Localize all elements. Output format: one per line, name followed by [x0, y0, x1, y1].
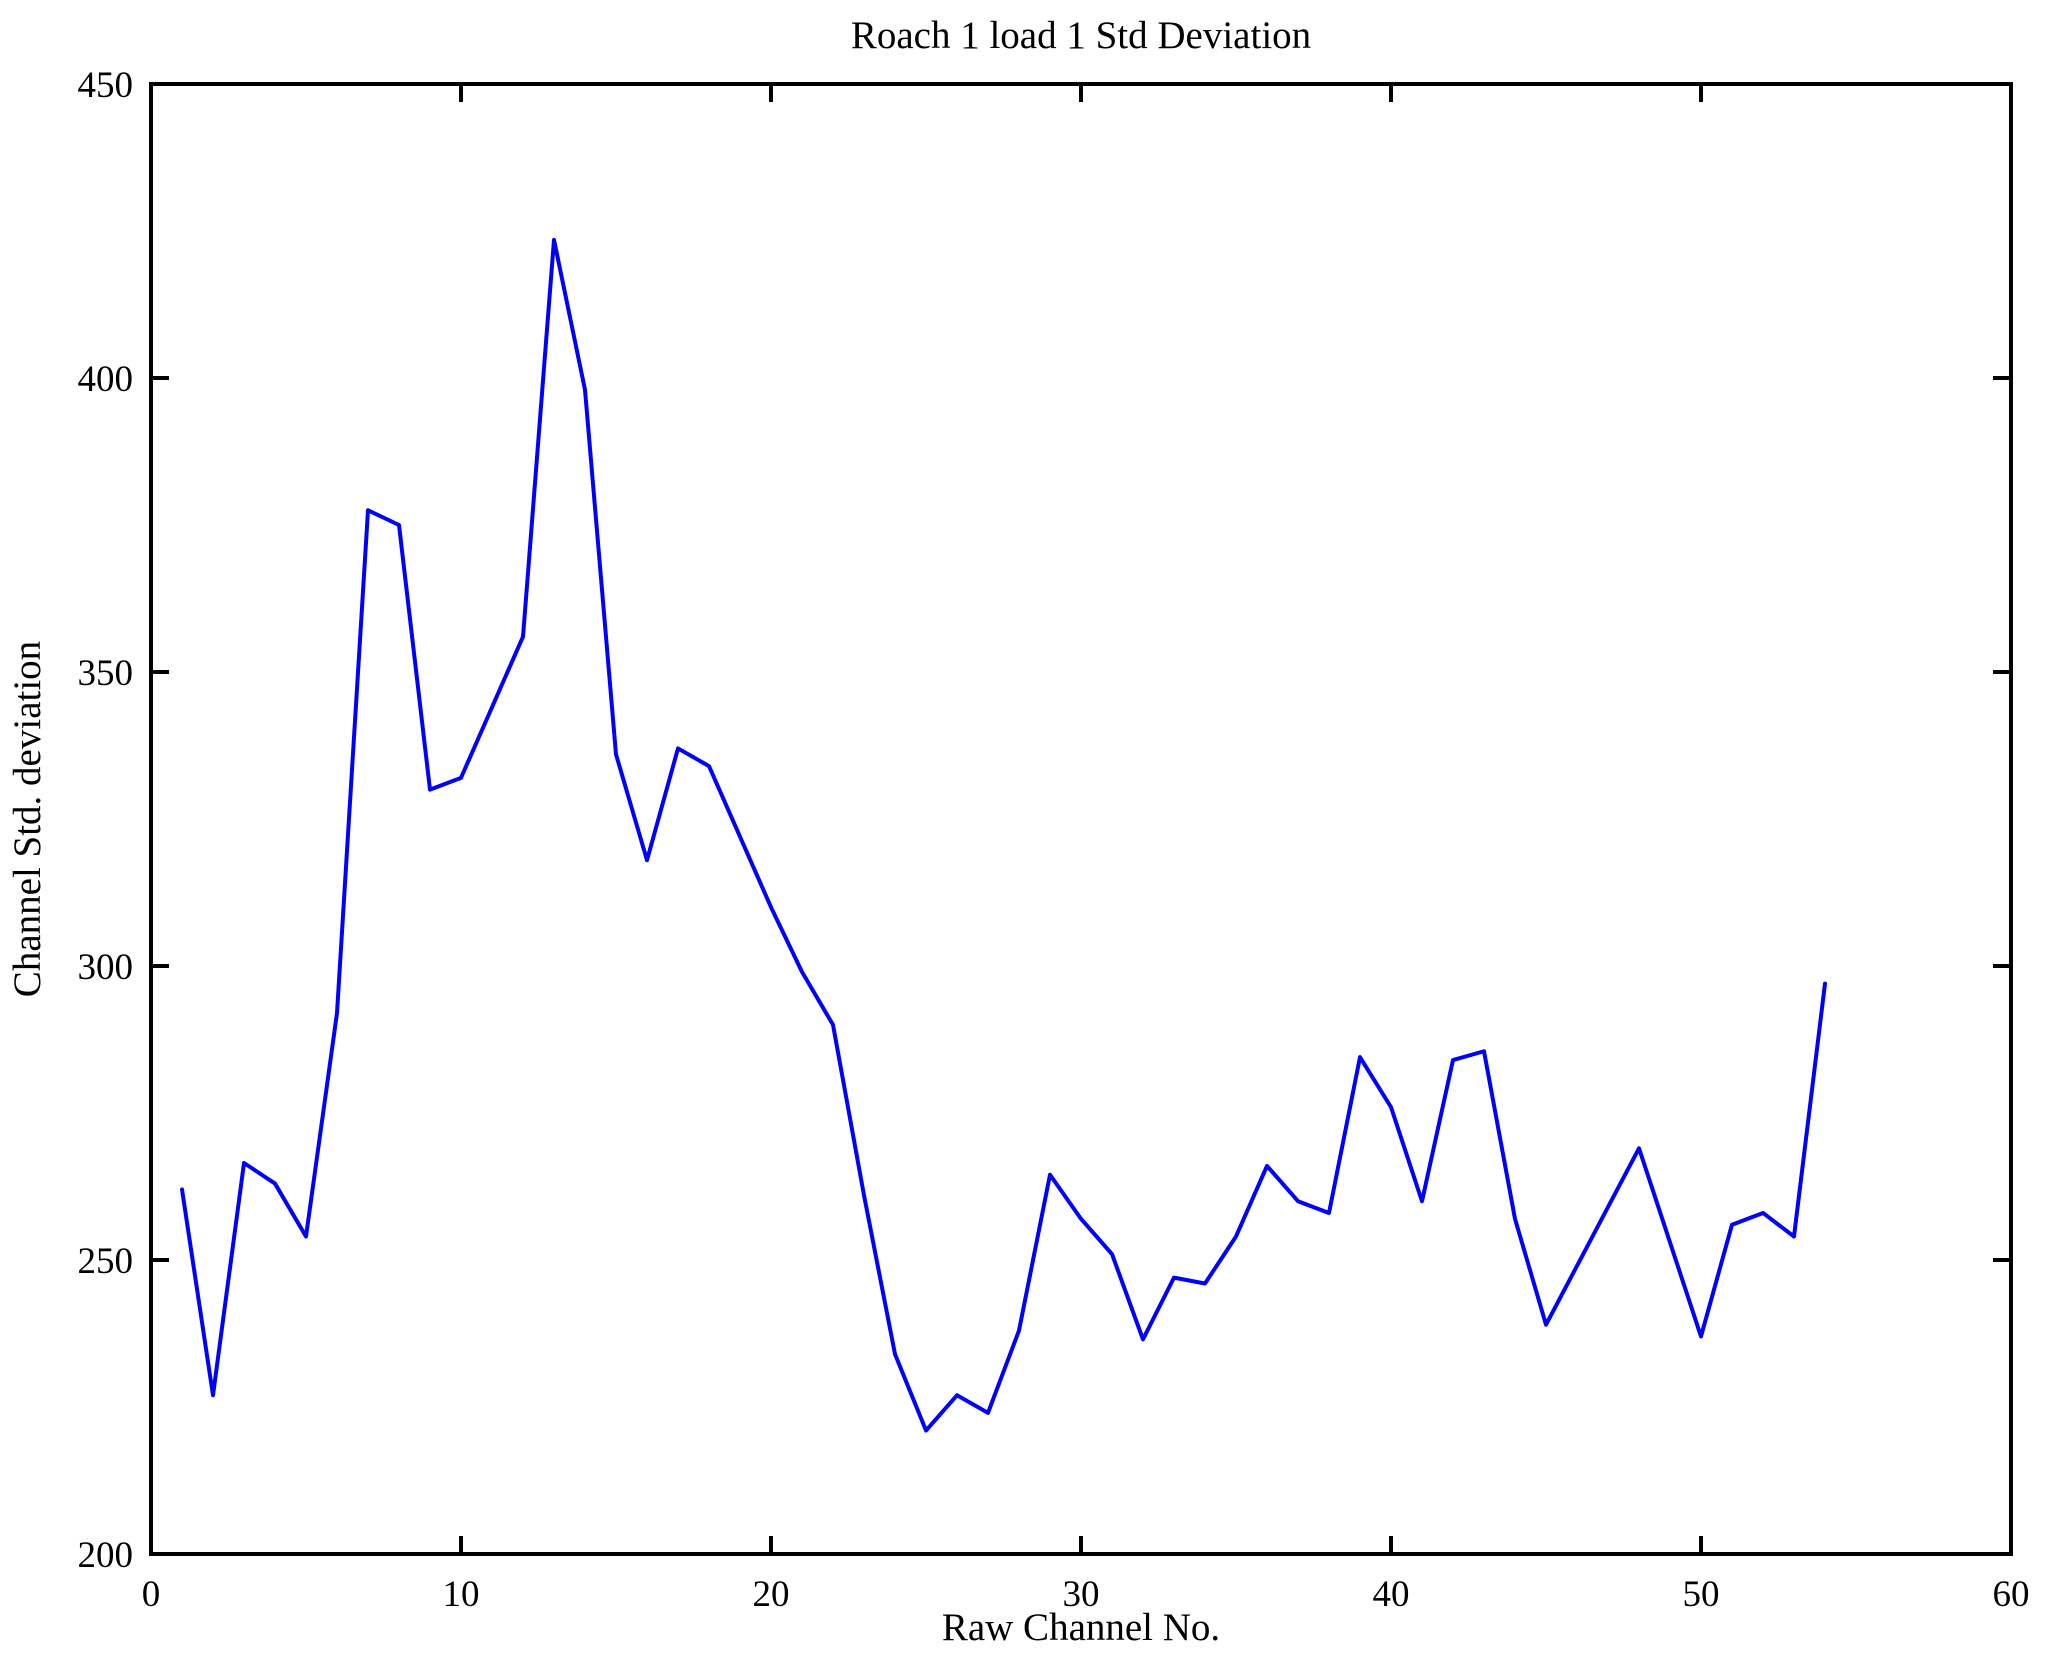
x-tick-label-50: 50 [1683, 1574, 1720, 1615]
x-tick-label-10: 10 [443, 1574, 480, 1615]
chart-title: Roach 1 load 1 Std Deviation [851, 14, 1311, 57]
y-tick-label-400: 400 [78, 359, 134, 400]
axis-ticks [149, 82, 2013, 1556]
x-tick-label-20: 20 [753, 1574, 790, 1615]
y-tick-label-250: 250 [78, 1241, 134, 1282]
x-tick-label-40: 40 [1373, 1574, 1410, 1615]
y-tick-label-450: 450 [78, 65, 134, 106]
data-series-line [180, 237, 1827, 1433]
y-tick-label-350: 350 [78, 653, 134, 694]
y-tick-label-200: 200 [78, 1535, 134, 1576]
axis-tick-labels: 0 10 20 30 40 50 60 200 250 300 350 400 450 [78, 65, 2030, 1615]
y-tick-label-300: 300 [78, 947, 134, 988]
x-tick-label-60: 60 [1993, 1574, 2030, 1615]
x-tick-label-0: 0 [142, 1574, 161, 1615]
x-axis-label: Raw Channel No. [942, 1606, 1220, 1649]
x-tick-label-30: 30 [1063, 1574, 1100, 1615]
y-axis-label: Channel Std. deviation [6, 641, 49, 997]
plot-box [149, 82, 2013, 1556]
